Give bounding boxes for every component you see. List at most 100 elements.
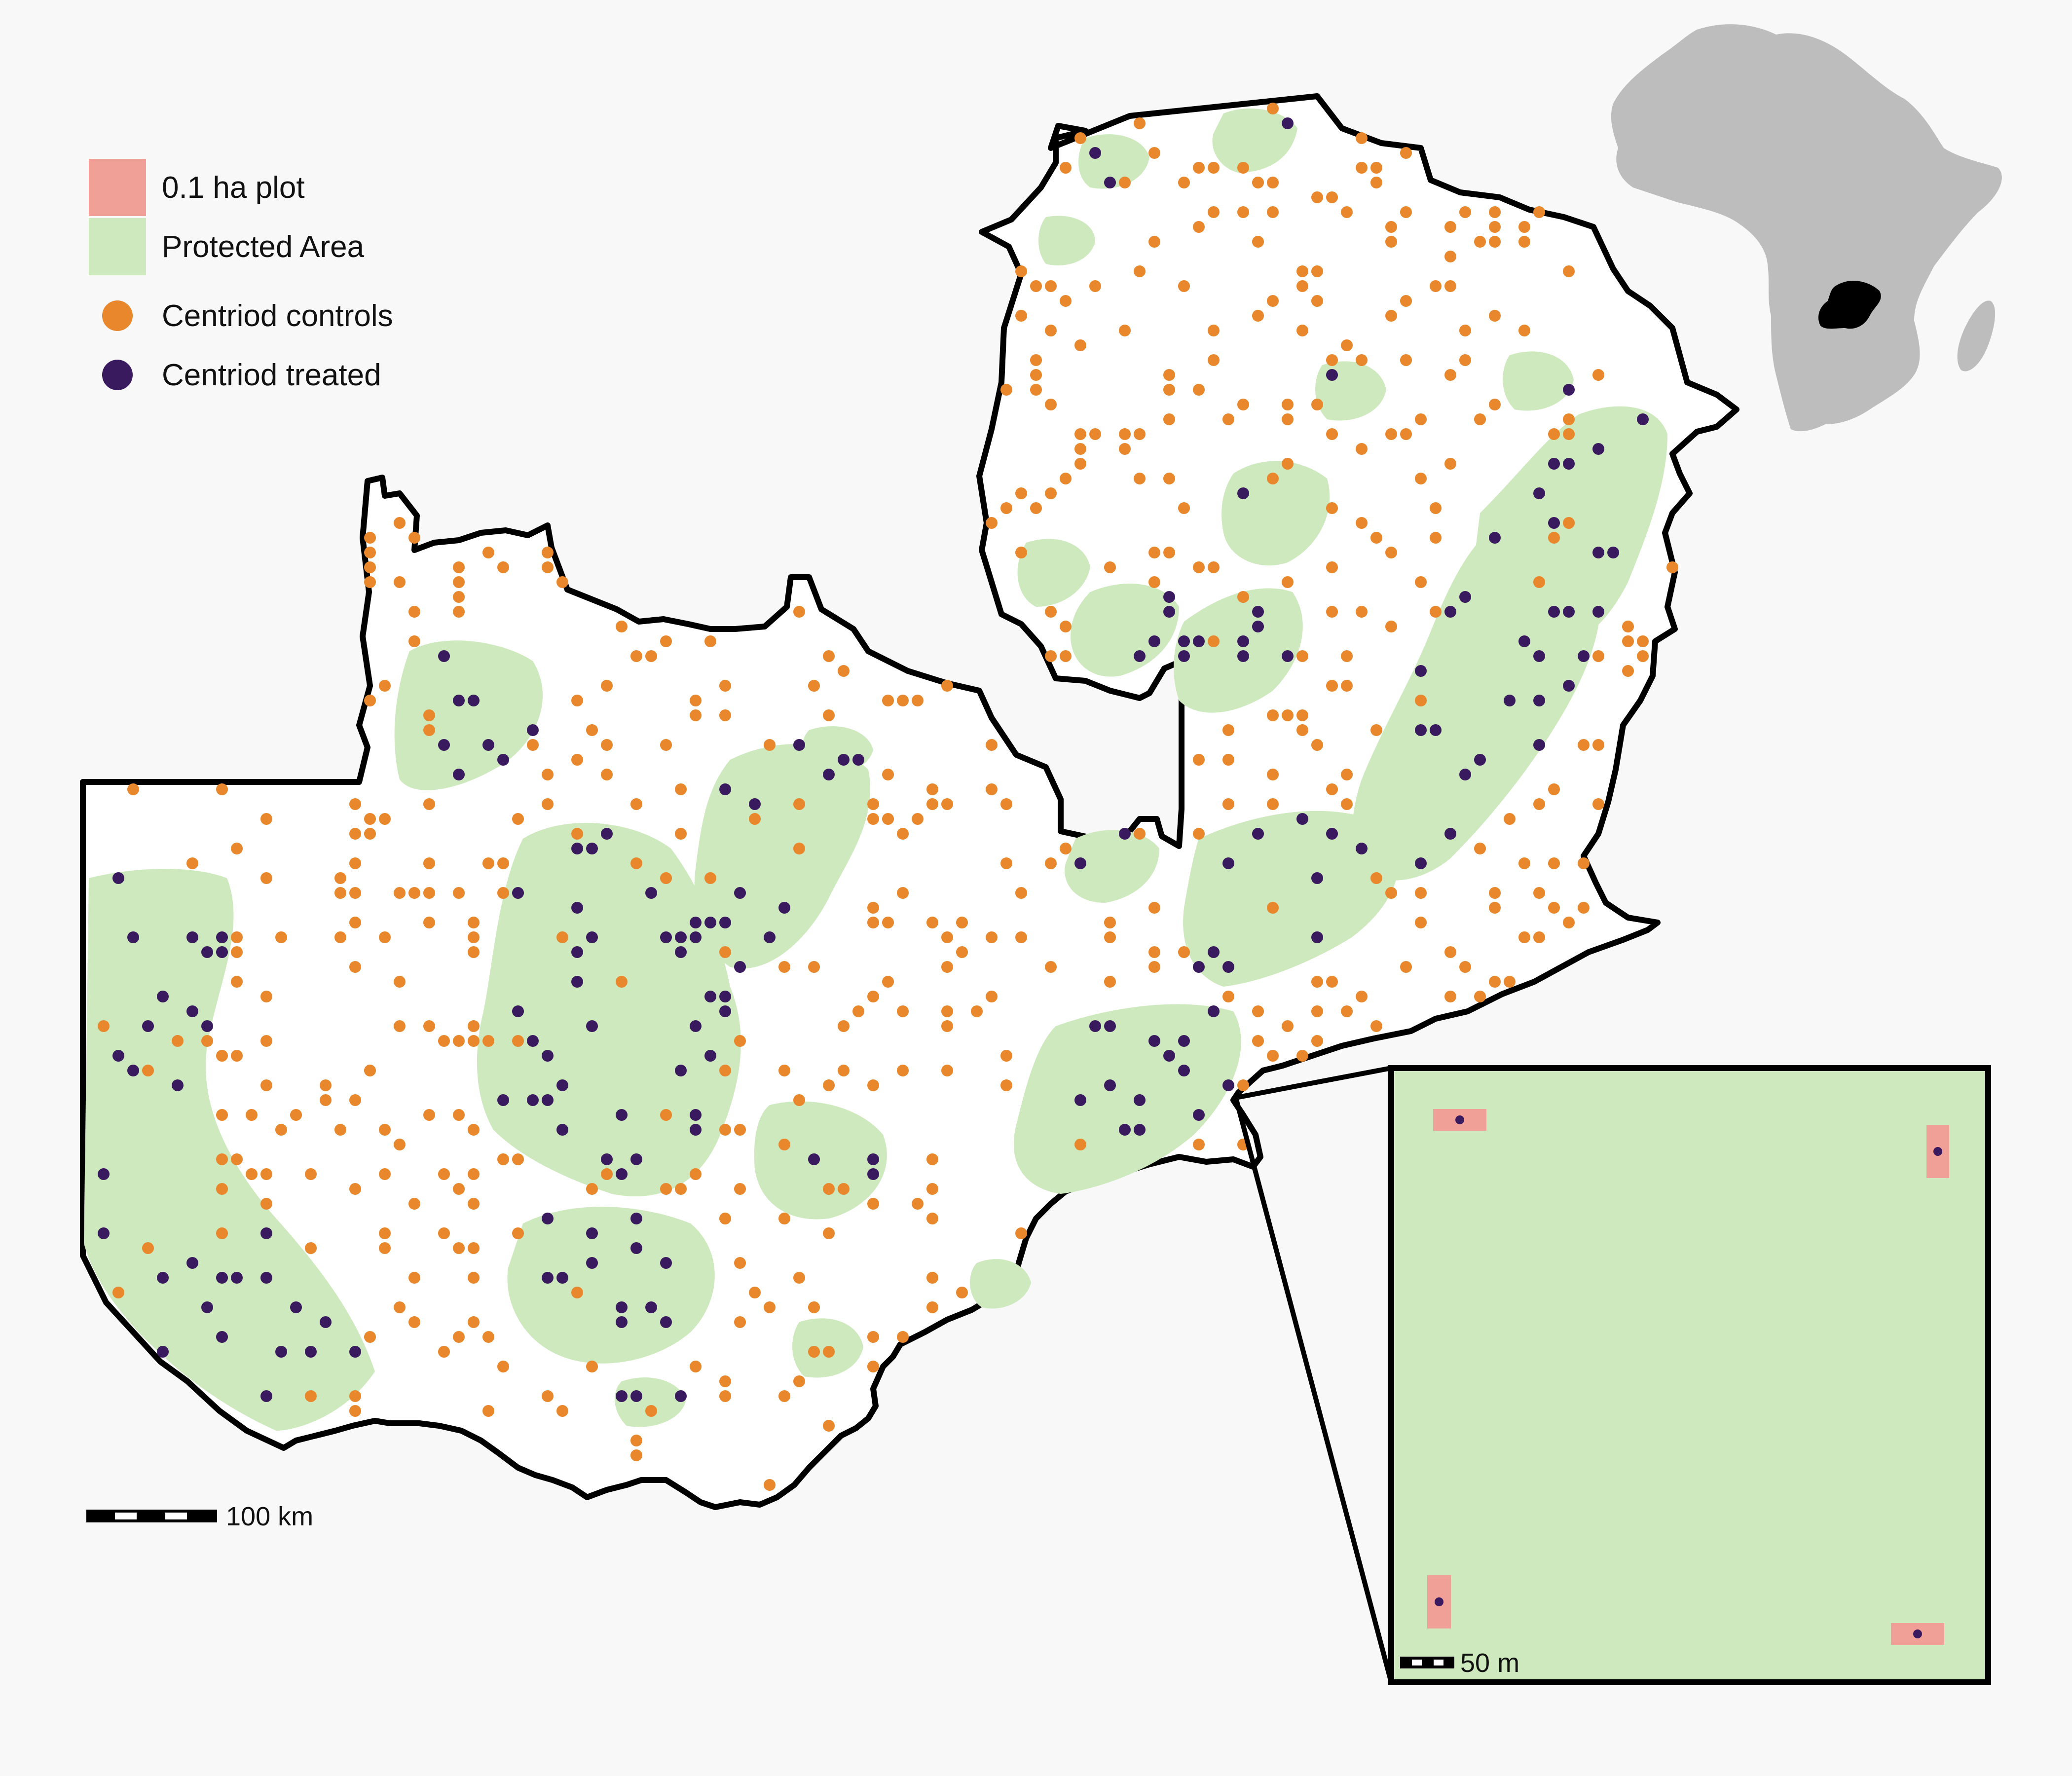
treated-centroid-dot <box>719 783 731 795</box>
control-centroid-dot <box>690 1361 702 1372</box>
control-centroid-dot <box>1415 917 1427 928</box>
control-centroid-dot <box>986 517 998 529</box>
control-centroid-dot <box>1400 961 1412 973</box>
control-centroid-dot <box>1326 354 1338 366</box>
control-centroid-dot <box>823 709 835 721</box>
inset-frame <box>1388 1065 1991 1685</box>
control-centroid-dot <box>468 946 480 958</box>
control-centroid-dot <box>1015 310 1027 322</box>
control-centroid-dot <box>1267 798 1279 810</box>
map-legend: 0.1 ha plot Protected Area Centriod cont… <box>89 158 393 405</box>
treated-centroid-dot <box>719 991 731 1002</box>
treated-centroid-dot <box>1148 1035 1160 1047</box>
control-centroid-dot <box>1000 798 1012 810</box>
control-centroid-dot <box>749 1287 761 1298</box>
control-centroid-dot <box>867 991 879 1002</box>
inset-plots <box>1427 1109 1949 1645</box>
control-centroid-dot <box>1252 1005 1264 1017</box>
control-centroid-dot <box>1163 547 1175 558</box>
protected-area <box>394 640 543 790</box>
control-centroid-dot <box>660 1183 672 1195</box>
control-centroid-dot <box>571 695 583 706</box>
control-centroid-dot <box>423 857 435 869</box>
control-centroid-dot <box>1252 236 1264 248</box>
control-centroid-dot <box>364 813 376 825</box>
treated-centroid-dot <box>1119 828 1131 840</box>
control-centroid-dot <box>423 798 435 810</box>
treated-centroid-dot <box>1296 813 1308 825</box>
control-centroid-dot <box>1489 206 1501 218</box>
control-centroid-dot <box>719 1124 731 1136</box>
control-centroid-dot <box>1385 221 1397 233</box>
protected-area <box>1183 811 1399 987</box>
control-centroid-dot <box>1489 236 1501 248</box>
control-centroid-dot <box>1045 650 1057 662</box>
control-centroid-dot <box>512 1035 524 1047</box>
treated-centroid-dot <box>675 1065 687 1076</box>
control-centroid-dot <box>1533 931 1545 943</box>
treated-centroid-dot <box>438 650 450 662</box>
control-centroid-dot <box>1341 339 1353 351</box>
africa-continent <box>1611 24 2002 432</box>
control-centroid-dot <box>394 517 406 529</box>
control-centroid-dot <box>408 1316 420 1328</box>
control-centroid-dot <box>630 1435 642 1446</box>
control-centroid-dot <box>1311 1005 1323 1017</box>
treated-centroids <box>98 117 1649 1402</box>
control-centroid-dot <box>1637 650 1649 662</box>
legend-item-plot: 0.1 ha plot <box>89 158 393 217</box>
treated-centroid-dot <box>1637 413 1649 425</box>
control-centroid-dot <box>1148 547 1160 558</box>
control-centroid-dot <box>438 1168 450 1180</box>
control-centroid-dot <box>1252 310 1264 322</box>
control-centroid-dot <box>201 1035 213 1047</box>
control-centroid-dot <box>1296 280 1308 292</box>
control-centroid-dot <box>1030 369 1042 381</box>
control-centroid-dot <box>823 1346 835 1358</box>
control-centroid-dot <box>719 1375 731 1387</box>
control-centroid-dot <box>897 828 909 840</box>
treated-centroid-dot <box>1178 1035 1190 1047</box>
control-centroid-dot <box>660 872 672 884</box>
control-centroid-dot <box>1163 473 1175 484</box>
control-centroid-dot <box>394 887 406 899</box>
treated-centroid-dot <box>808 1153 820 1165</box>
control-centroid-dot <box>349 1390 361 1402</box>
protected-area <box>1174 588 1303 713</box>
control-centroid-dot <box>808 1346 820 1358</box>
control-centroid-dot <box>1444 280 1456 292</box>
treated-centroid-dot <box>586 1257 598 1269</box>
control-centroid-dot <box>1474 991 1486 1002</box>
control-centroid-dot <box>408 532 420 544</box>
control-centroid-dot <box>690 709 702 721</box>
control-centroid-dot <box>1267 177 1279 188</box>
control-centroid-dot <box>423 709 435 721</box>
control-centroid-dot <box>1489 902 1501 914</box>
treated-centroid-dot <box>157 1346 169 1358</box>
control-centroid-dot <box>986 991 998 1002</box>
treated-centroid-dot <box>734 961 746 973</box>
control-centroid-dot <box>1030 280 1042 292</box>
control-centroid-dot <box>793 1375 805 1387</box>
control-centroid-dot <box>1341 650 1353 662</box>
control-centroid-dot <box>882 813 894 825</box>
control-centroid-dot <box>364 547 376 558</box>
legend-label: 0.1 ha plot <box>162 170 305 205</box>
treated-centroid-dot <box>1237 487 1249 499</box>
control-centroid-dot <box>1089 428 1101 440</box>
treated-centroid-dot <box>1533 650 1545 662</box>
treated-centroid-dot <box>1326 828 1338 840</box>
treated-centroid-dot <box>556 1272 568 1284</box>
treated-centroid-dot <box>1415 665 1427 677</box>
scale-bar-inset <box>1400 1657 1454 1668</box>
plot-centroid-dot <box>1933 1147 1942 1156</box>
control-centroid-dot <box>1518 325 1530 336</box>
treated-centroid-dot <box>1282 650 1294 662</box>
control-centroid-dot <box>468 1035 480 1047</box>
control-centroid-dot <box>734 1124 746 1136</box>
control-centroid-dot <box>1252 1035 1264 1047</box>
control-centroid-dot <box>246 1109 258 1121</box>
control-centroid-dot <box>1193 1139 1205 1150</box>
treated-centroid-dot <box>453 695 465 706</box>
control-centroid-dot <box>941 1005 953 1017</box>
